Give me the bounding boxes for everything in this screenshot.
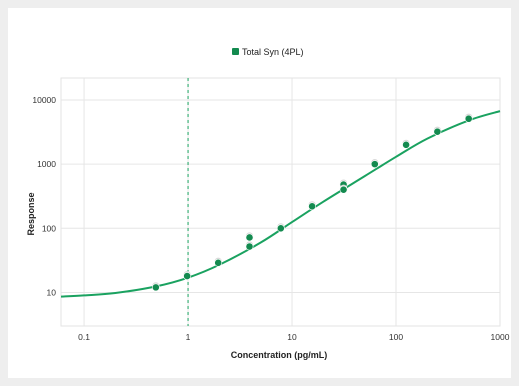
y-tick-label: 10000 xyxy=(32,95,56,105)
data-point xyxy=(214,258,223,267)
legend-swatch xyxy=(232,48,239,55)
data-point xyxy=(276,224,285,233)
y-tick-label: 100 xyxy=(42,223,56,233)
legend-label: Total Syn (4PL) xyxy=(242,47,304,57)
legend[interactable]: Total Syn (4PL) xyxy=(232,47,304,57)
plot-border xyxy=(60,77,501,327)
chart-panel: 0.1 1 10 100 1000 10 100 1000 10000 Total Syn (… xyxy=(8,8,511,378)
x-tick-label: 0.1 xyxy=(78,332,90,342)
data-point xyxy=(370,160,379,169)
data-point xyxy=(464,114,473,123)
y-tick-label: 10 xyxy=(47,287,57,297)
fit-curve-line xyxy=(60,110,501,298)
data-points xyxy=(151,113,473,292)
data-point xyxy=(245,242,254,251)
data-point xyxy=(402,140,410,149)
y-tick-label: 1000 xyxy=(37,159,56,169)
x-tick-label: 1000 xyxy=(491,332,510,342)
fit-curve xyxy=(60,110,501,298)
x-tick-label: 1 xyxy=(186,332,191,342)
response-chart: 0.1 1 10 100 1000 10 100 1000 10000 Total Syn (… xyxy=(26,47,510,360)
y-axis-title: Response xyxy=(26,192,36,235)
data-point xyxy=(433,127,442,136)
x-tick-label: 100 xyxy=(389,332,403,342)
data-point xyxy=(245,233,254,242)
grid-lines xyxy=(61,78,501,326)
data-point xyxy=(339,185,348,194)
x-axis-ticks: 0.1 1 10 100 1000 xyxy=(78,332,510,342)
data-point xyxy=(183,272,192,280)
x-tick-label: 10 xyxy=(287,332,297,342)
y-axis-ticks: 10 100 1000 10000 xyxy=(32,95,56,297)
x-axis-title: Concentration (pg/mL) xyxy=(231,350,328,360)
data-point xyxy=(308,202,317,211)
plot-area xyxy=(60,77,501,327)
data-point xyxy=(151,283,160,292)
